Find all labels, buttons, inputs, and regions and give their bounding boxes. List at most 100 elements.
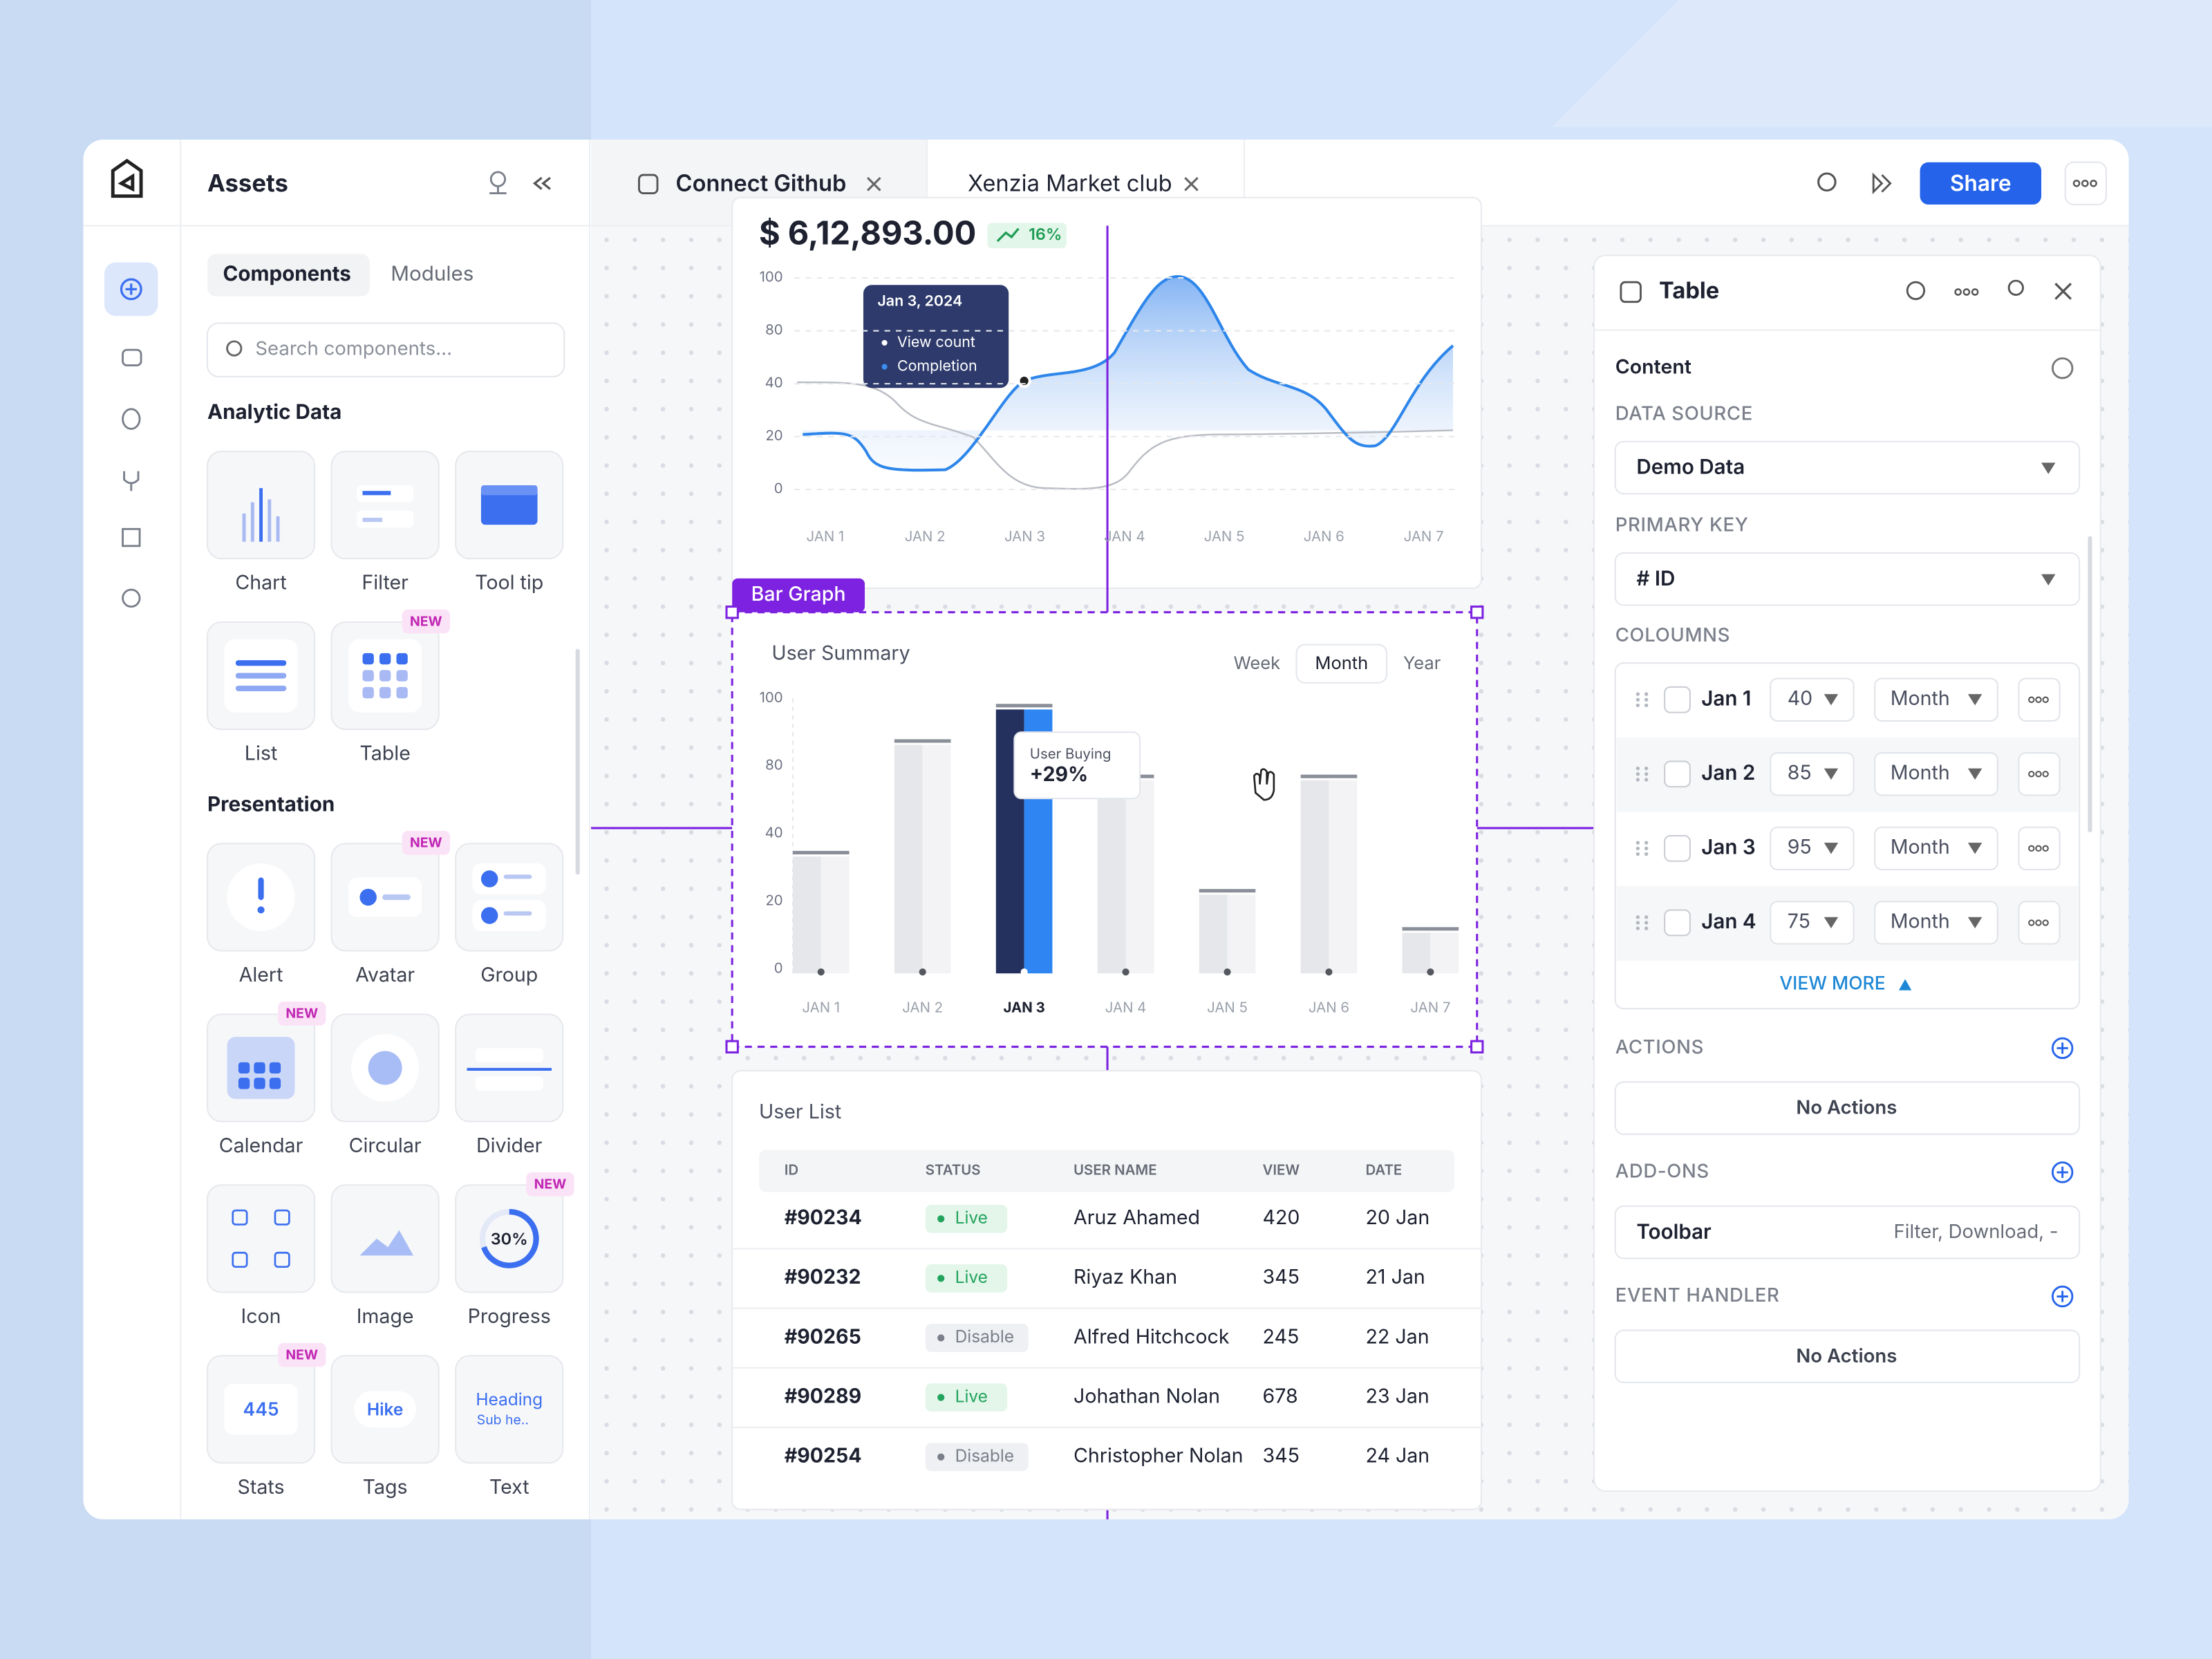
search-icon[interactable] xyxy=(1906,281,1926,301)
rail-icon[interactable] xyxy=(120,278,142,301)
component-card[interactable] xyxy=(330,451,440,560)
more-dot xyxy=(2042,771,2049,778)
more-dot xyxy=(2028,919,2035,926)
drag-dot xyxy=(1635,846,1640,850)
component-preview xyxy=(362,670,374,682)
forward-icon[interactable] xyxy=(1872,172,1892,194)
search-placeholder: Search components... xyxy=(255,337,452,360)
x-tick-label: JAN 4 xyxy=(1104,527,1145,545)
rail-icon[interactable] xyxy=(122,348,142,366)
tab-close[interactable] xyxy=(1184,177,1199,191)
tooltip-label: User Buying xyxy=(1030,744,1112,762)
new-badge xyxy=(526,1172,574,1197)
component-label: Image xyxy=(357,1304,414,1328)
caret xyxy=(1824,694,1839,706)
value-select[interactable] xyxy=(1770,677,1855,722)
unit-select[interactable] xyxy=(1874,752,1998,796)
actions-button[interactable] xyxy=(1614,1081,2081,1135)
caret xyxy=(1967,917,1983,929)
component-preview xyxy=(475,1076,543,1091)
more-icon[interactable] xyxy=(1954,288,1979,296)
button-text: No Actions xyxy=(1796,1096,1897,1119)
cell: 24 Jan xyxy=(1366,1443,1430,1468)
rail-icon[interactable] xyxy=(122,588,141,608)
data-source-select[interactable] xyxy=(1614,440,2081,495)
pin-icon[interactable] xyxy=(2007,279,2024,296)
component-preview xyxy=(503,911,532,916)
selection xyxy=(731,611,1479,1048)
more-dot xyxy=(2028,771,2035,778)
share-button[interactable] xyxy=(1920,162,2042,205)
component-preview xyxy=(382,894,411,901)
status-badge xyxy=(925,1264,1008,1293)
bar-cap xyxy=(1402,927,1459,931)
more-button[interactable] xyxy=(2018,677,2061,722)
logo xyxy=(111,158,143,198)
x-tick-label: JAN 5 xyxy=(1204,527,1245,545)
toggle-icon[interactable] xyxy=(2051,357,2074,379)
collapse-icon[interactable] xyxy=(532,176,551,190)
caret xyxy=(1824,917,1839,929)
checkbox[interactable] xyxy=(1664,686,1691,713)
search-box[interactable] xyxy=(206,322,565,377)
component-preview xyxy=(379,670,391,682)
more-dot xyxy=(2042,696,2049,703)
unit-select[interactable] xyxy=(1874,826,1998,870)
more-button[interactable] xyxy=(2018,752,2061,796)
more-button[interactable] xyxy=(2064,161,2107,205)
component-card[interactable] xyxy=(330,1184,440,1293)
checkbox[interactable] xyxy=(1664,834,1691,862)
value-select[interactable] xyxy=(1770,752,1855,796)
caret[interactable] xyxy=(1898,979,1912,991)
component-preview xyxy=(224,1384,298,1435)
tab-icon xyxy=(638,174,659,195)
drag-dot xyxy=(1644,778,1649,782)
table-header xyxy=(758,1150,1455,1192)
rail-icon[interactable] xyxy=(122,527,141,547)
column-name: Jan 1 xyxy=(1701,686,1751,711)
unit-select[interactable] xyxy=(1874,901,1998,945)
component-card[interactable] xyxy=(455,1184,564,1293)
event-button[interactable] xyxy=(1614,1329,2081,1384)
add-icons[interactable] xyxy=(2051,1037,2074,1308)
checkbox[interactable] xyxy=(1664,760,1691,788)
more-dot xyxy=(2090,180,2097,187)
component-preview xyxy=(379,653,391,665)
x-tick-label: JAN 2 xyxy=(902,999,943,1016)
component-preview-text: Heading xyxy=(476,1389,543,1409)
primary-key-select[interactable] xyxy=(1614,552,2081,606)
status-text: Live xyxy=(955,1207,988,1228)
component-preview xyxy=(235,660,287,666)
x-tick-label: JAN 3 xyxy=(1004,527,1045,545)
field-label: COLOUMNS xyxy=(1615,623,1730,646)
component-card[interactable] xyxy=(455,843,564,952)
component-preview xyxy=(232,1251,248,1268)
more-button[interactable] xyxy=(2018,901,2061,945)
close-icon[interactable] xyxy=(2054,283,2072,300)
search-icon[interactable] xyxy=(1817,172,1837,192)
x-tick-label: JAN 2 xyxy=(905,527,946,545)
period-active[interactable] xyxy=(1295,644,1388,684)
drag-dot xyxy=(1644,697,1649,702)
tab-active[interactable] xyxy=(207,254,370,297)
value-select[interactable] xyxy=(1770,826,1855,870)
component-preview xyxy=(359,888,377,906)
new-badge xyxy=(402,831,451,855)
more-dot xyxy=(2042,845,2049,852)
bar-cap xyxy=(1199,889,1256,893)
tab-close[interactable] xyxy=(867,177,881,191)
rail-icon[interactable] xyxy=(122,408,141,430)
component-preview xyxy=(238,1062,250,1074)
chart-tooltip xyxy=(863,285,1009,388)
more-button[interactable] xyxy=(2018,826,2061,870)
component-card[interactable] xyxy=(206,1184,316,1293)
more-dot xyxy=(2028,845,2035,852)
drag-dot xyxy=(1644,915,1649,919)
rail-icon[interactable] xyxy=(123,471,140,491)
checkbox[interactable] xyxy=(1664,909,1691,937)
component-card[interactable] xyxy=(455,1355,564,1464)
unit-select[interactable] xyxy=(1874,677,1998,722)
value-select[interactable] xyxy=(1770,901,1855,945)
addon-row[interactable] xyxy=(1614,1205,2081,1259)
tab-title: Xenzia Market club xyxy=(968,169,1172,196)
